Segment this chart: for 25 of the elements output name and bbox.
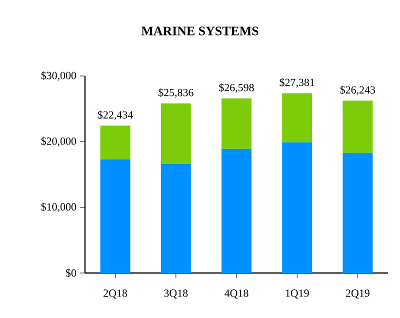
total-label: $22,434 [98,110,133,120]
y-tick-label: $30,000 [41,71,76,81]
y-tick-label: $20,000 [41,136,76,146]
total-label: $26,243 [340,86,376,96]
x-tick-label: 1Q19 [286,290,309,299]
x-tick-label: 3Q18 [164,290,188,299]
y-tick-label: $0 [66,268,76,278]
x-tick-label: 2Q18 [104,290,128,299]
bar [160,103,191,164]
bar [160,164,191,273]
x-tick-label: 4Q18 [224,290,248,299]
bar [342,152,373,273]
y-tick-label: $10,000 [41,202,76,212]
bar [342,100,373,153]
chart-title: MARINE SYSTEMS [141,26,258,36]
total-label: $26,598 [219,83,254,93]
bar [282,93,312,142]
bar [100,159,130,273]
total-label: $25,836 [158,88,194,98]
total-label: $27,381 [280,78,314,88]
bar [222,148,252,273]
bar [282,142,312,273]
x-tick-label: 2Q19 [346,290,370,299]
bar [100,126,130,160]
bar [222,98,252,149]
